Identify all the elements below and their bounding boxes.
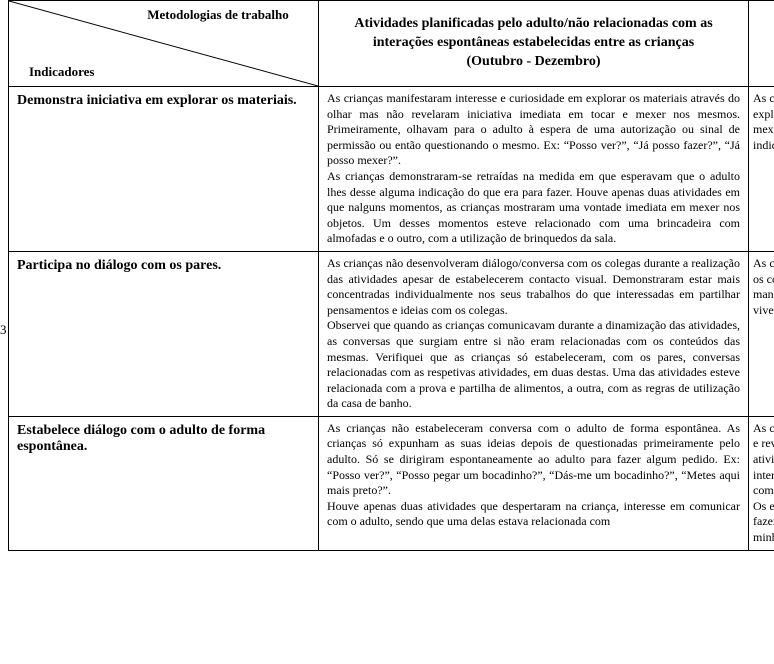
indicator-cell: Estabelece diálogo com o adulto de forma… [9, 416, 319, 550]
body-cell: As crianças não estabeleceram conversa c… [319, 416, 749, 550]
header-col2-line2: interações espontâneas estabelecidas ent… [373, 35, 694, 50]
body-cell: As crianças não desenvolveram diálogo/co… [319, 251, 749, 416]
header-col2: Atividades planificadas pelo adulto/não … [319, 1, 749, 87]
header-row: Metodologias de trabalho Indicadores Ati… [9, 1, 774, 87]
body-cell-right: As crexplomexeindic [749, 87, 774, 252]
header-methods-label: Metodologias de trabalho [138, 7, 298, 23]
header-diagonal-cell: Metodologias de trabalho Indicadores [9, 1, 319, 87]
body-cell: As crianças manifestaram interesse e cur… [319, 87, 749, 252]
header-col2-line1: Atividades planificadas pelo adulto/não … [354, 16, 712, 31]
header-col2-line3: (Outubro - Dezembro) [466, 54, 600, 69]
table-row: Participa no diálogo com os pares. As cr… [9, 251, 774, 416]
page-margin-digit: 3 [0, 322, 7, 338]
body-cell-right: As cre revativiinteracom e Os efazerminh [749, 416, 774, 550]
indicator-cell: Participa no diálogo com os pares. [9, 251, 319, 416]
header-col3: Ativ sur [749, 1, 774, 87]
header-indicators-label: Indicadores [29, 64, 95, 80]
indicator-cell: Demonstra iniciativa em explorar os mate… [9, 87, 319, 252]
data-table: Metodologias de trabalho Indicadores Ati… [8, 0, 774, 551]
table-row: Demonstra iniciativa em explorar os mate… [9, 87, 774, 252]
body-cell-right: As cros comantviver [749, 251, 774, 416]
table-row: Estabelece diálogo com o adulto de forma… [9, 416, 774, 550]
table-container: 3 Metodologias de trabalho Indicadores A… [0, 0, 774, 664]
